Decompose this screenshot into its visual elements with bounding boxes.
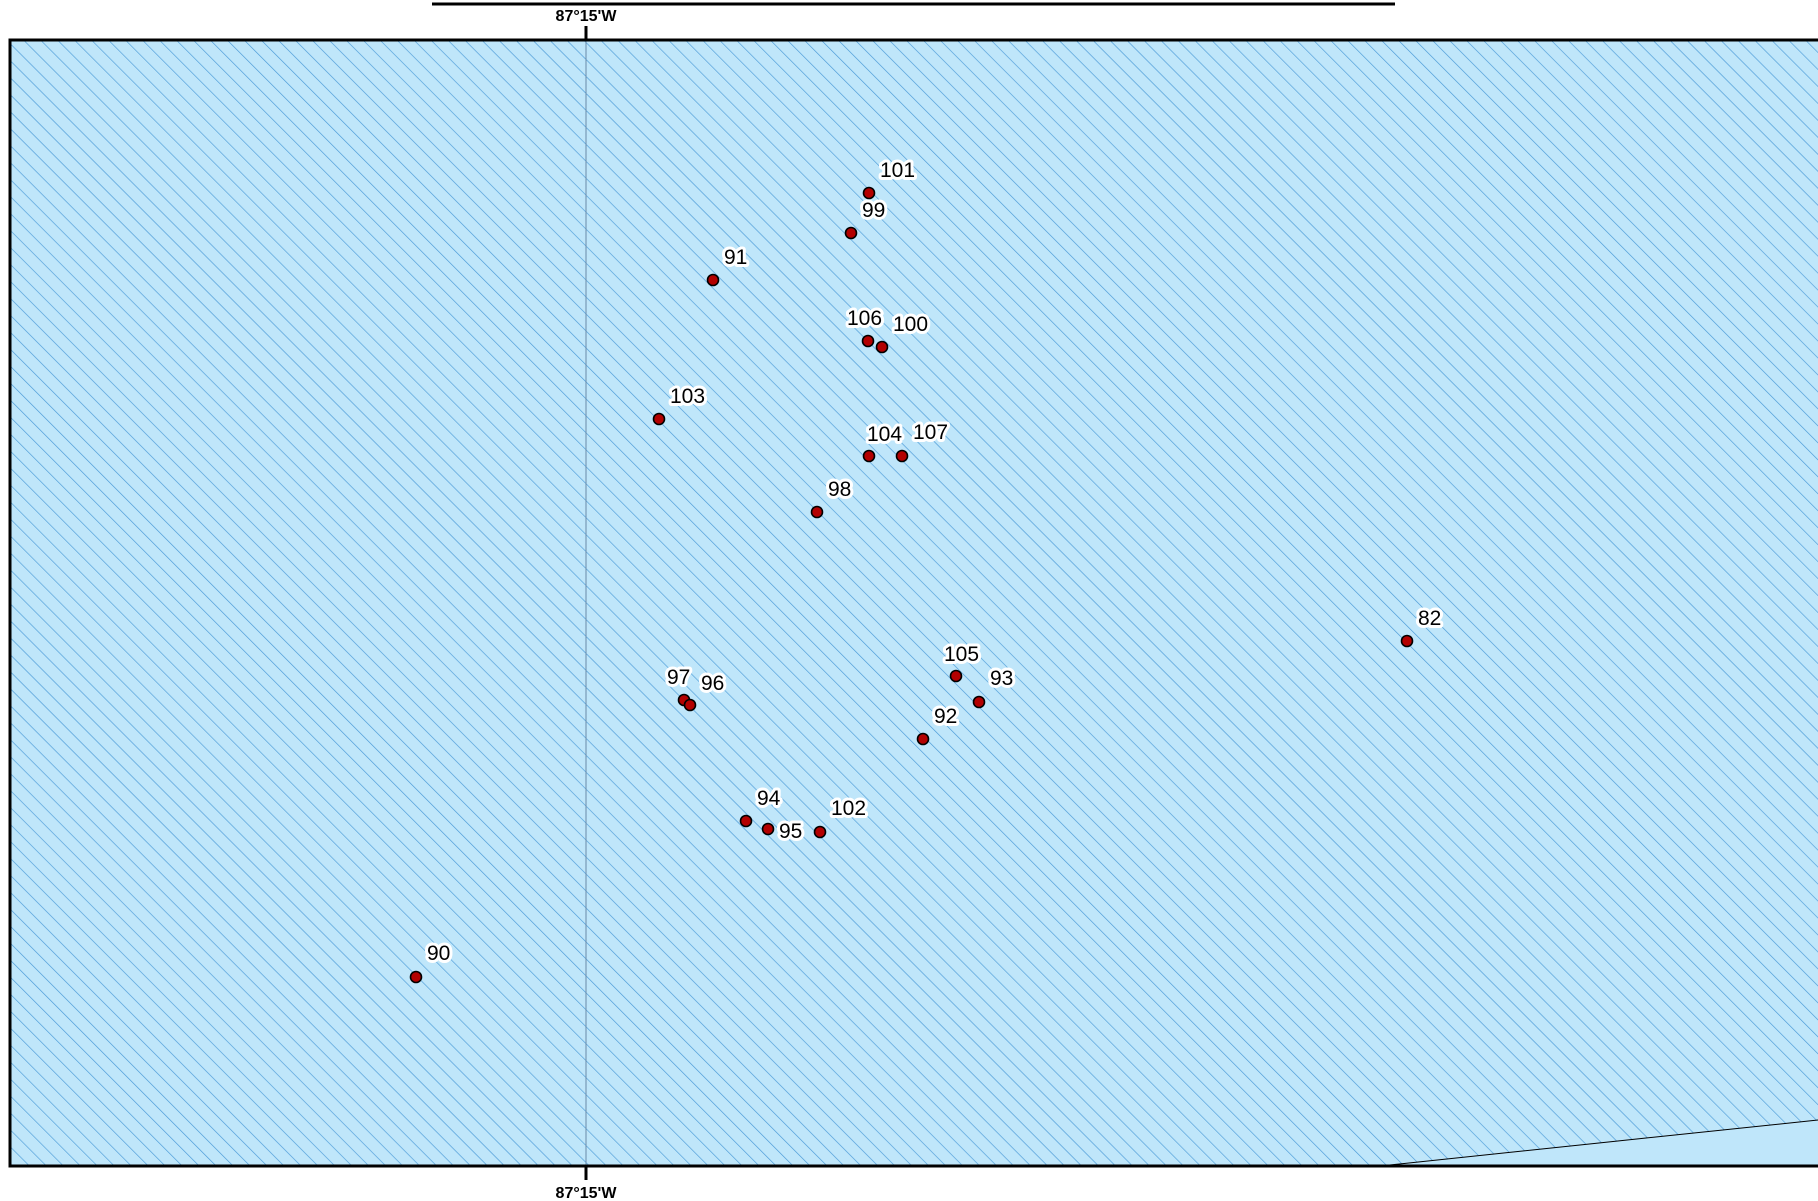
point-101[interactable]: 101 [862,156,918,200]
point-marker[interactable] [739,814,753,828]
point-label: 82 [1418,607,1441,630]
point-marker[interactable] [409,970,423,984]
point-marker[interactable] [861,334,875,348]
point-marker[interactable] [652,412,666,426]
point-marker[interactable] [949,669,963,683]
point-96[interactable]: 96 [683,669,727,712]
point-99[interactable]: 99 [844,196,888,240]
point-marker[interactable] [862,186,876,200]
point-marker[interactable] [813,825,827,839]
point-103[interactable]: 103 [652,382,708,426]
point-marker[interactable] [683,698,697,712]
point-label: 106 [847,307,882,330]
point-label: 107 [913,421,948,444]
point-91[interactable]: 91 [706,243,750,287]
point-marker[interactable] [895,449,909,463]
point-label: 103 [670,385,705,408]
point-label: 95 [779,820,802,843]
point-marker[interactable] [706,273,720,287]
point-label: 98 [828,478,851,501]
point-marker[interactable] [1400,634,1414,648]
point-label: 97 [667,666,690,689]
point-marker[interactable] [844,226,858,240]
points-layer: 101 99 91 106 100 103 104 107 98 82 105 93 97 96 92 94 9… [409,156,1444,984]
point-label: 90 [427,942,450,965]
point-92[interactable]: 92 [916,702,960,746]
point-94[interactable]: 94 [739,784,784,828]
point-97[interactable]: 97 [664,663,693,707]
point-label: 91 [724,246,747,269]
point-95[interactable]: 95 [761,817,805,846]
point-90[interactable]: 90 [409,939,453,984]
point-marker[interactable] [810,505,824,519]
point-marker[interactable] [761,822,775,836]
point-102[interactable]: 102 [813,794,869,839]
map-frame [8,38,1818,1168]
point-100[interactable]: 100 [875,310,931,354]
point-label: 92 [934,705,957,728]
point-label: 99 [862,199,885,222]
point-105[interactable]: 105 [941,640,982,683]
boundary-line [1379,1119,1818,1166]
water-area [10,40,1818,1166]
point-marker[interactable] [916,732,930,746]
graticule-top-label: 87°15'W [556,8,618,25]
point-104[interactable]: 104 [862,420,905,463]
point-label: 96 [701,672,724,695]
point-107[interactable]: 107 [895,418,951,463]
point-106[interactable]: 106 [844,304,885,348]
point-label: 104 [867,423,902,446]
point-label: 102 [831,797,866,820]
point-marker[interactable] [862,449,876,463]
point-label: 105 [944,643,979,666]
point-marker[interactable] [875,340,889,354]
point-98[interactable]: 98 [810,475,854,519]
point-82[interactable]: 82 [1400,604,1444,648]
point-label: 100 [893,313,928,336]
graticule-bottom-label: 87°15'W [556,1185,618,1201]
point-label: 94 [757,787,781,810]
point-label: 101 [880,159,915,182]
point-marker[interactable] [972,695,986,709]
point-93[interactable]: 93 [972,664,1016,709]
point-label: 93 [990,667,1013,690]
